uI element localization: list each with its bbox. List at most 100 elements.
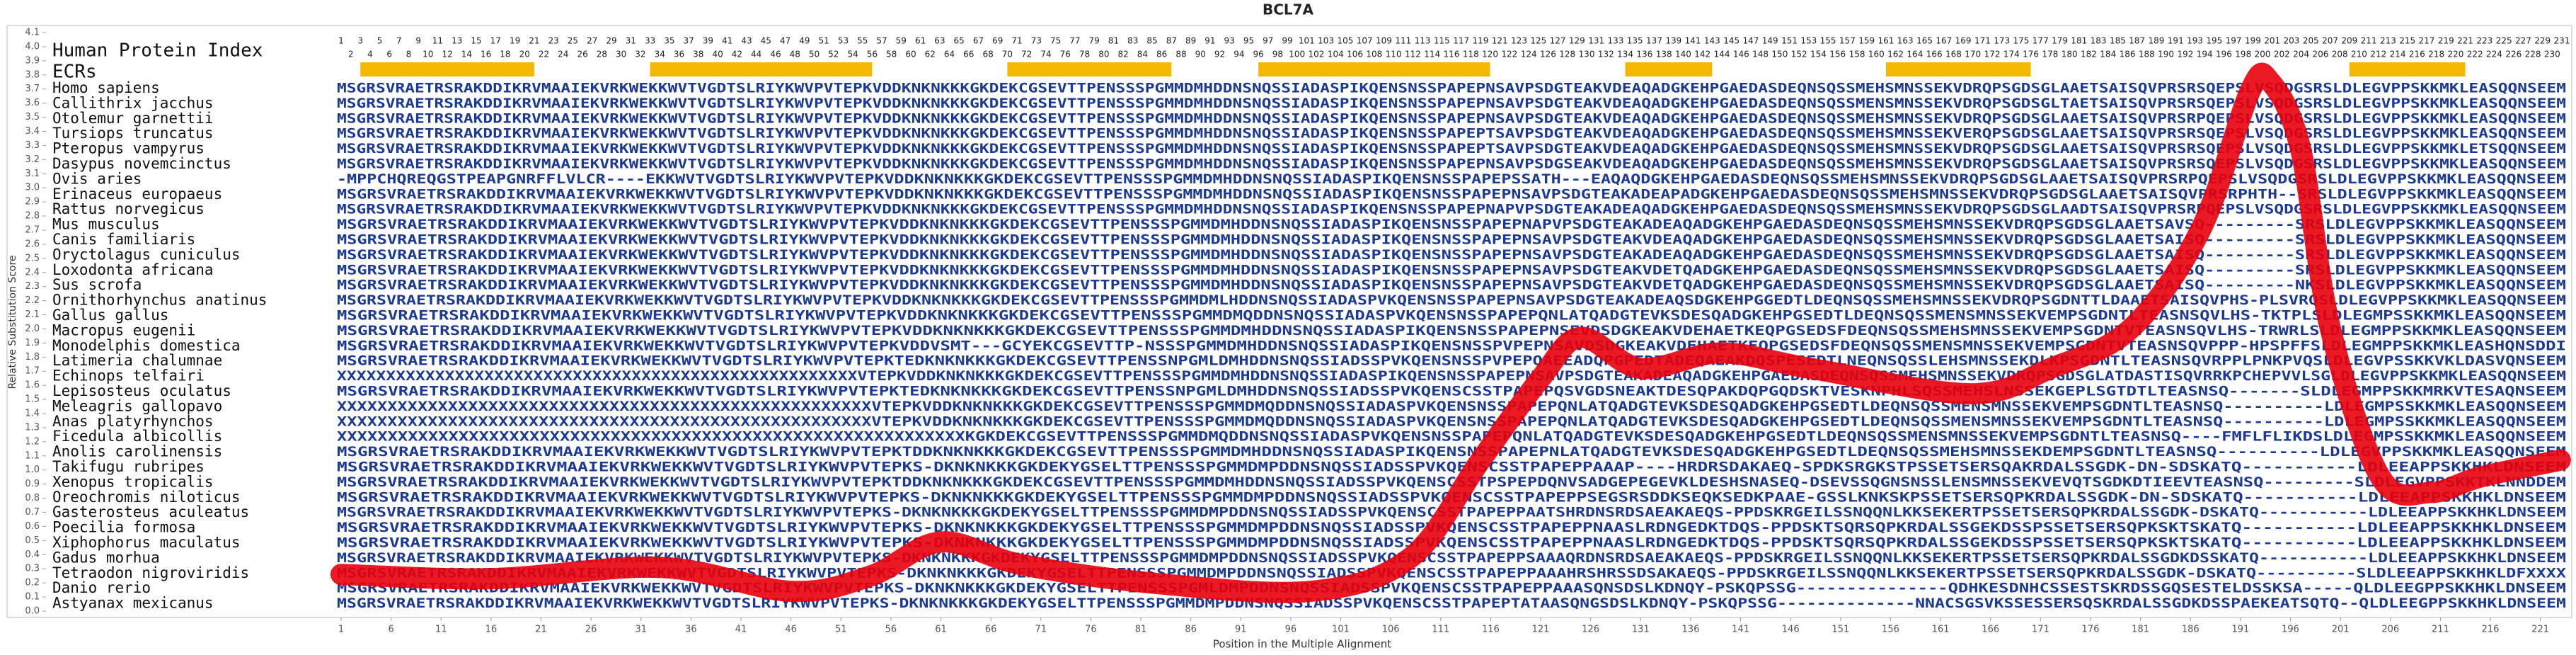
y-tick-label: 1.8 (25, 352, 40, 363)
y-tick-label: 0.6 (25, 521, 40, 532)
y-tick-label: 3.5 (25, 112, 40, 123)
y-tick-label: 2.1 (25, 309, 40, 320)
protein-index-number: 134 (1617, 50, 1633, 59)
x-tick-label: 101 (1332, 625, 1350, 635)
protein-index-number: 139 (1665, 36, 1681, 46)
protein-index-number: 162 (1887, 50, 1904, 59)
protein-index-number: 225 (2496, 36, 2512, 46)
protein-index-number: 177 (2032, 36, 2049, 46)
protein-index-number: 154 (1810, 50, 1827, 59)
x-tick-label: 146 (1782, 625, 1800, 635)
sequence: MSGRSVRAETRSRAKDDIKRVMAAIEKVRKWEKKWVTVGD… (337, 96, 2566, 111)
protein-index-number: 24 (558, 50, 568, 59)
protein-index-number: 101 (1299, 36, 1315, 46)
protein-index-number: 53 (838, 36, 849, 46)
x-tick-label: 71 (1035, 625, 1047, 635)
protein-index-number: 66 (963, 50, 974, 59)
species-name: Anas platyrhynchos (52, 413, 214, 430)
protein-index-number: 114 (1424, 50, 1440, 59)
protein-index-number: 88 (1175, 50, 1186, 59)
protein-index-number: 118 (1463, 50, 1479, 59)
protein-index-number: 28 (597, 50, 607, 59)
x-tick-label: 66 (985, 625, 997, 635)
x-tick-label: 211 (2432, 625, 2449, 635)
species-name: Xiphophorus maculatus (52, 534, 241, 551)
protein-index-number: 74 (1040, 50, 1051, 59)
protein-index-number: 91 (1204, 36, 1215, 46)
y-tick-label: 1.6 (25, 380, 40, 391)
species-name: Pteropus vampyrus (52, 140, 205, 157)
protein-index-number: 143 (1704, 36, 1720, 46)
x-tick-label: 116 (1482, 625, 1500, 635)
y-tick-label: 0.5 (25, 535, 40, 546)
protein-index-number: 216 (2409, 50, 2425, 59)
protein-index-number: 206 (2312, 50, 2328, 59)
protein-index-number: 187 (2129, 36, 2145, 46)
protein-index-number: 188 (2139, 50, 2155, 59)
protein-index-number: 160 (1868, 50, 1885, 59)
species-name: Danio rerio (52, 579, 151, 596)
protein-index-number: 144 (1714, 50, 1730, 59)
protein-index-number: 58 (886, 50, 897, 59)
protein-index-number: 89 (1185, 36, 1196, 46)
protein-index-number: 61 (915, 36, 926, 46)
protein-index-number: 69 (992, 36, 1003, 46)
y-tick-label: 2.7 (25, 224, 40, 235)
x-tick-label: 51 (835, 625, 847, 635)
y-tick-label: 1.0 (25, 465, 40, 475)
sequence: MSGRSVRAETRSRAKDDIKRVMAAIEKVRKWEKKWVTVGD… (337, 338, 2566, 353)
sequence: MSGRSVRAETRSRAKDDIKRVMAAIEKVRKWEKKWVTVGD… (337, 444, 2566, 460)
species-name: Monodelphis domestica (52, 337, 241, 354)
x-tick-label: 26 (585, 625, 597, 635)
x-tick-label: 111 (1432, 625, 1449, 635)
species-name: Poecilia formosa (52, 519, 195, 536)
protein-index-number: 50 (809, 50, 820, 59)
protein-index-number: 108 (1366, 50, 1382, 59)
protein-index-number: 19 (510, 36, 520, 46)
protein-index-number: 73 (1031, 36, 1042, 46)
protein-index-number: 78 (1079, 50, 1090, 59)
protein-index-number: 131 (1588, 36, 1604, 46)
protein-index-number: 196 (2216, 50, 2232, 59)
protein-index-number: 14 (461, 50, 472, 59)
ecr-bar (650, 62, 873, 76)
protein-index-number: 45 (761, 36, 771, 46)
protein-index-number: 159 (1858, 36, 1875, 46)
species-name: Macropus eugenii (52, 321, 195, 338)
protein-index-number: 3 (357, 36, 363, 46)
species-name: Oryctolagus cuniculus (52, 246, 241, 263)
protein-index-number: 33 (645, 36, 655, 46)
protein-index-number: 167 (1936, 36, 1952, 46)
y-tick-label: 0.7 (25, 507, 40, 518)
protein-index-number: 65 (954, 36, 965, 46)
score-curve (330, 62, 2571, 603)
protein-index-number: 119 (1472, 36, 1488, 46)
protein-index-number: 67 (973, 36, 984, 46)
protein-index-number: 152 (1791, 50, 1807, 59)
protein-index-number: 112 (1405, 50, 1421, 59)
species-name: Meleagris gallopavo (52, 397, 222, 414)
protein-index-number: 215 (2399, 36, 2415, 46)
y-tick-label: 3.2 (25, 154, 40, 165)
protein-index-number: 128 (1559, 50, 1575, 59)
protein-index-number: 176 (2023, 50, 2039, 59)
protein-index-number: 62 (925, 50, 936, 59)
protein-index-number: 164 (1907, 50, 1923, 59)
protein-index-number: 8 (406, 50, 412, 59)
protein-index-number: 231 (2554, 36, 2570, 46)
ecr-bar (2349, 62, 2466, 76)
x-tick-label: 56 (885, 625, 897, 635)
x-tick-label: 191 (2231, 625, 2249, 635)
protein-index-number: 175 (2013, 36, 2030, 46)
sequence: XXXXXXXXXXXXXXXXXXXXXXXXXXXXXXXXXXXXXXXX… (337, 368, 2566, 384)
y-tick-label: 2.5 (25, 253, 40, 263)
y-tick-label: 3.9 (25, 55, 40, 66)
protein-index-number: 13 (452, 36, 462, 46)
sequence: MSGRSVRAETRSRAKDDIKRVMAAIEKVRKWEKKWVTVGD… (337, 596, 2566, 611)
y-tick-label: 1.2 (25, 436, 40, 447)
y-tick-label: 3.3 (25, 140, 40, 151)
protein-index-number: 201 (2264, 36, 2280, 46)
protein-index-number: 7 (396, 36, 402, 46)
protein-index-number: 41 (722, 36, 732, 46)
